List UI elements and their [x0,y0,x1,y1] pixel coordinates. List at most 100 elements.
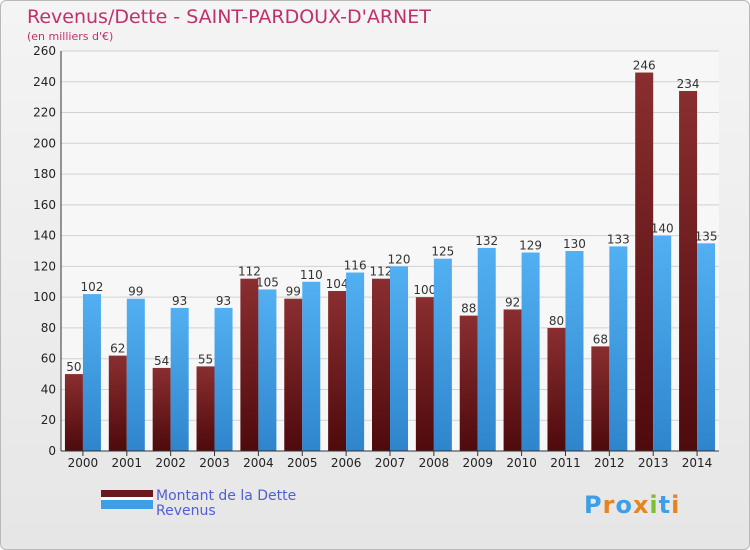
label-revenus-2003: 93 [216,294,231,308]
bar-dette-2010 [503,309,522,451]
x-tick-label: 2011 [550,456,581,470]
label-revenus-2000: 102 [80,280,103,294]
bar-dette-2009 [459,315,478,451]
bar-dette-2008 [415,297,434,451]
bar-revenus-2003 [214,307,233,451]
bar-dette-2004 [240,278,259,451]
label-dette-2011: 80 [549,314,564,328]
y-tick-label: 220 [33,106,56,120]
x-tick-label: 2014 [682,456,713,470]
x-tick-label: 2012 [594,456,625,470]
proxiti-logo: Proxiti [584,491,680,519]
bar-dette-2005 [284,298,303,451]
bar-revenus-2011 [565,251,584,451]
label-revenus-2005: 110 [300,268,323,282]
chart-subtitle: (en milliers d'€) [27,30,114,43]
bar-revenus-2004 [258,289,277,451]
label-revenus-2011: 130 [563,237,586,251]
legend-label-dette: Montant de la Dette [156,488,296,504]
legend-swatch-separator [101,497,153,500]
label-dette-2007: 112 [370,265,393,279]
label-revenus-2009: 132 [475,234,498,248]
legend-swatch-revenus [101,500,153,509]
y-tick-label: 80 [41,321,56,335]
label-dette-2010: 92 [505,295,520,309]
x-tick-label: 2009 [462,456,493,470]
bar-revenus-2014 [697,243,716,451]
x-tick-label: 2001 [112,456,143,470]
label-dette-2001: 62 [110,342,125,356]
label-revenus-2012: 133 [607,232,630,246]
x-tick-label: 2005 [287,456,318,470]
y-tick-label: 180 [33,167,56,181]
y-tick-label: 240 [33,75,56,89]
bar-revenus-2012 [609,246,628,451]
x-tick-label: 2007 [375,456,406,470]
bar-revenus-2005 [302,281,321,451]
label-dette-2008: 100 [413,283,436,297]
label-revenus-2002: 93 [172,294,187,308]
label-revenus-2010: 129 [519,239,542,253]
y-tick-label: 100 [33,290,56,304]
x-tick-label: 2010 [506,456,537,470]
bar-dette-2003 [196,366,215,451]
label-dette-2012: 68 [593,332,608,346]
x-tick-label: 2006 [331,456,362,470]
y-tick-label: 120 [33,259,56,273]
x-tick-label: 2003 [199,456,230,470]
bar-dette-2012 [591,346,610,451]
x-tick-label: 2002 [155,456,186,470]
bar-dette-2006 [328,291,347,451]
label-revenus-2013: 140 [651,222,674,236]
bar-dette-2001 [108,355,127,451]
y-tick-label: 60 [41,352,56,366]
bar-dette-2014 [679,91,698,451]
bar-revenus-2008 [433,258,452,451]
y-tick-label: 0 [48,444,56,458]
legend-label-revenus: Revenus [156,503,216,519]
bar-revenus-2010 [521,252,540,451]
label-dette-2000: 50 [66,360,81,374]
logo-letter: t [658,491,672,519]
bar-revenus-2002 [170,307,189,451]
x-axis: 2000 2001 2002 2003 2004 2005 2006 2007 2008 2009… [61,450,719,470]
y-tick-label: 260 [33,44,56,58]
label-revenus-2014: 135 [695,229,718,243]
bar-revenus-2007 [390,266,408,451]
label-revenus-2007: 120 [388,252,411,266]
legend-swatch-dette [101,490,153,497]
y-tick-label: 40 [41,382,56,396]
label-dette-2002: 54 [154,354,169,368]
y-tick-label: 160 [33,198,56,212]
legend: Montant de la Dette Revenus [101,488,296,519]
logo-letter: o [615,491,633,519]
bar-revenus-2013 [653,235,672,451]
y-tick-label: 20 [41,413,56,427]
label-dette-2005: 99 [286,285,301,299]
logo-letter: P [584,491,603,519]
bar-dette-2007 [372,278,390,451]
x-tick-label: 2013 [638,456,669,470]
label-revenus-2006: 116 [344,259,367,273]
bar-dette-2011 [547,327,566,451]
label-dette-2009: 88 [461,302,476,316]
logo-letter: x [632,491,650,519]
label-dette-2014: 234 [677,77,700,91]
logo-letter: r [602,491,616,519]
chart-title: Revenus/Dette - SAINT-PARDOUX-D'ARNET [27,6,431,28]
bar-dette-2002 [152,367,171,451]
logo-letter: i [649,491,659,519]
label-revenus-2004: 105 [256,275,279,289]
label-dette-2004: 112 [238,265,261,279]
x-tick-label: 2000 [68,456,99,470]
label-dette-2003: 55 [198,352,213,366]
label-revenus-2008: 125 [431,245,454,259]
bar-dette-2013 [635,72,654,452]
label-dette-2006: 104 [326,277,349,291]
logo-letter: i [671,491,681,519]
bar-revenus-2000 [82,294,101,451]
label-dette-2013: 246 [633,59,656,73]
